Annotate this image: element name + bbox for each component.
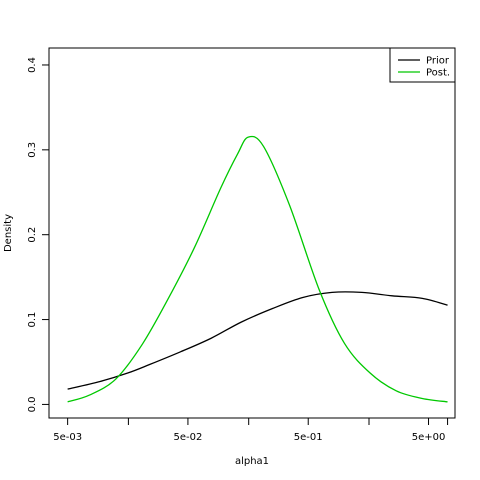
series-line-post bbox=[67, 135, 448, 403]
y-axis-label: Density bbox=[3, 214, 14, 252]
x-tick-label: 5e+00 bbox=[412, 432, 446, 443]
x-axis: 5e-03 5e-02 5e-01 5e+00 bbox=[53, 418, 449, 443]
legend-label: Prior bbox=[426, 56, 450, 67]
y-tick-label: 0.0 bbox=[27, 396, 38, 412]
x-tick-label: 5e-03 bbox=[53, 432, 82, 443]
y-tick-label: 0.2 bbox=[27, 227, 38, 243]
x-tick-label: 5e-01 bbox=[294, 432, 323, 443]
legend-box bbox=[389, 47, 456, 83]
y-tick-label: 0.1 bbox=[27, 312, 38, 328]
y-tick-label: 0.3 bbox=[27, 142, 38, 158]
plot-frame bbox=[48, 47, 456, 419]
y-axis: 0.0 0.1 0.2 0.3 0.4 bbox=[27, 57, 49, 412]
series-line-prior bbox=[67, 291, 448, 390]
legend-label: Post. bbox=[426, 68, 450, 79]
x-axis-label: alpha1 bbox=[235, 456, 269, 467]
y-tick-label: 0.4 bbox=[27, 57, 38, 73]
plot-area bbox=[67, 135, 448, 403]
x-tick-label: 5e-02 bbox=[174, 432, 203, 443]
